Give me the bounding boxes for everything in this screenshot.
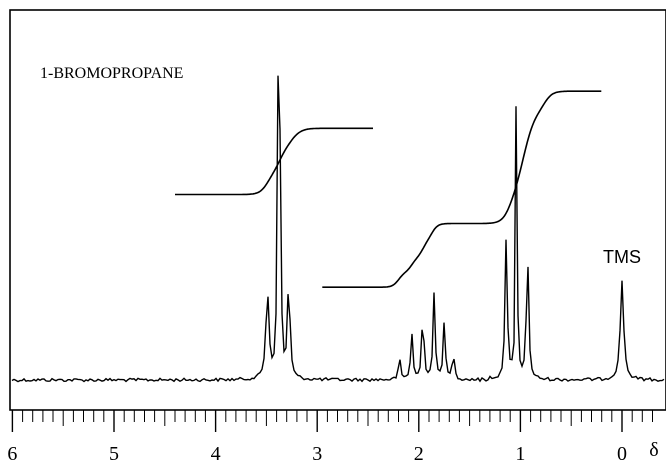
x-tick-label: 3 <box>312 443 322 461</box>
x-tick-label: 4 <box>211 443 221 461</box>
integral-line-2 <box>322 90 602 288</box>
x-axis-label: δ <box>649 439 658 461</box>
x-tick-label: 6 <box>7 443 17 461</box>
integral-traces <box>175 90 602 288</box>
x-tick-label: 0 <box>617 443 627 461</box>
integral-line-1 <box>175 127 373 196</box>
x-tick-label: 1 <box>515 443 525 461</box>
chart-title: 1-BROMOPROPANE <box>40 65 183 82</box>
x-tick-label: 2 <box>414 443 424 461</box>
x-axis-ticks: 6 5 4 3 2 1 0 <box>7 410 653 461</box>
plot-frame <box>9 9 666 411</box>
spectrum-line <box>11 75 665 383</box>
spectrum-trace <box>11 75 665 383</box>
tms-label: TMS <box>603 247 641 267</box>
x-tick-label: 5 <box>109 443 119 461</box>
